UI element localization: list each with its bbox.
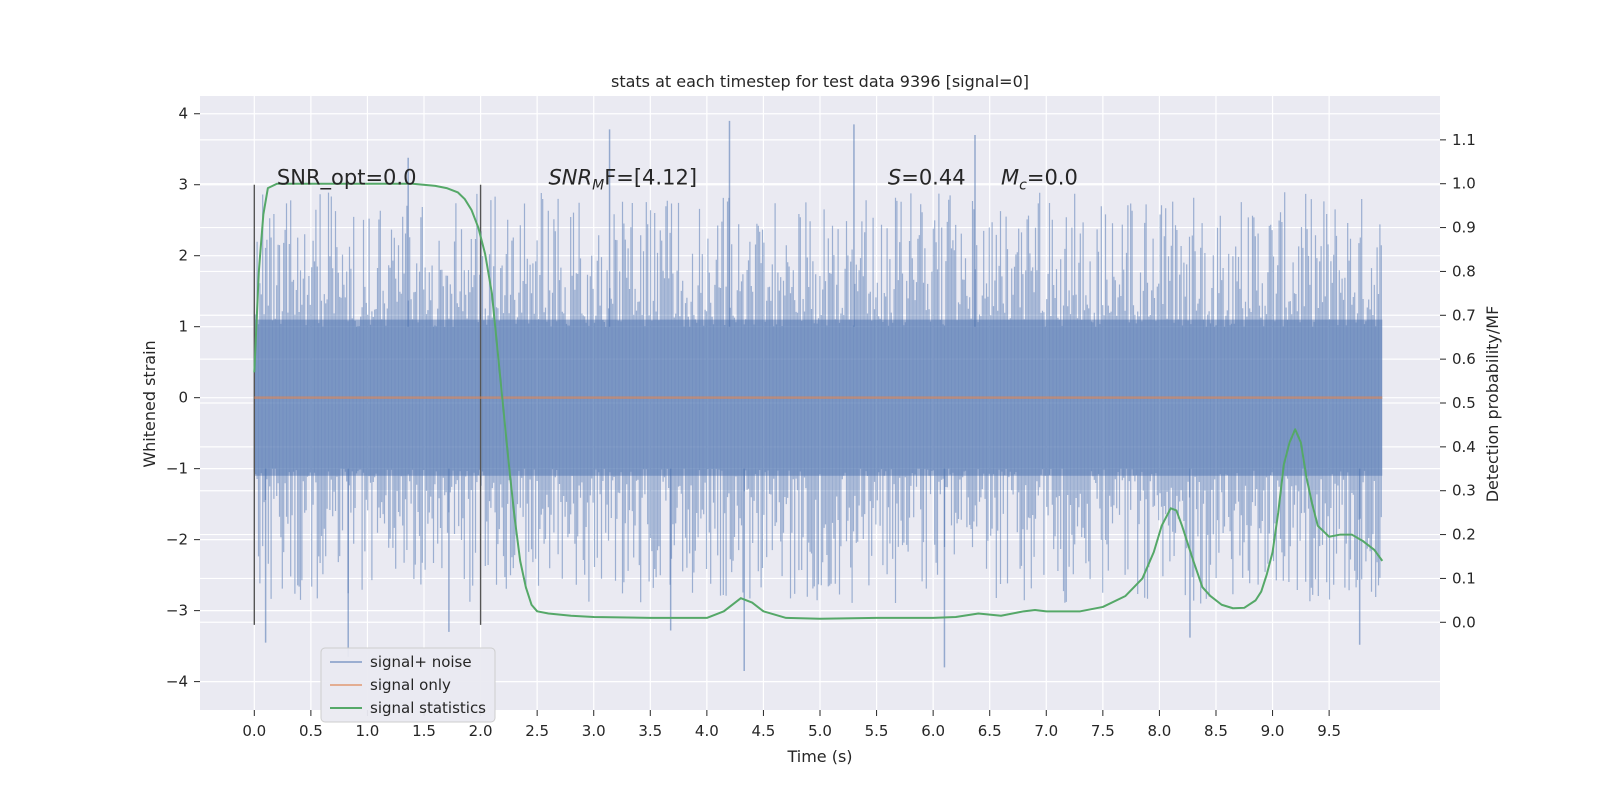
- y2-tick-label: 0.3: [1452, 482, 1476, 500]
- y-axis-label: Whitened strain: [140, 340, 159, 467]
- y-tick-label: 0: [178, 389, 188, 407]
- y2-tick-label: 0.0: [1452, 613, 1476, 631]
- x-tick-label: 9.5: [1317, 722, 1341, 740]
- legend-label-stats: signal statistics: [370, 699, 486, 717]
- x-axis-label: Time (s): [786, 747, 852, 766]
- y-tick-label: 4: [178, 105, 188, 123]
- signal-statistics-trace: [253, 182, 1384, 620]
- x-tick-label: 9.0: [1261, 722, 1285, 740]
- x-tick-label: 0.5: [299, 722, 323, 740]
- y-tick-label: 3: [178, 176, 188, 194]
- annotations: SNR_opt=0.0 SNRMF=[4.12] S=0.44 Mc=0.0: [277, 166, 1078, 194]
- x-tick-label: 2.5: [525, 722, 549, 740]
- signal-statistics-line: [253, 182, 1384, 620]
- x-tick-label: 0.0: [242, 722, 266, 740]
- chart-title: stats at each timestep for test data 939…: [611, 72, 1029, 91]
- legend: signal+ noise signal only signal statist…: [320, 647, 496, 723]
- y2-tick-label: 0.4: [1452, 438, 1476, 456]
- legend-box: [320, 647, 496, 723]
- y2-axis-ticks: 1.1 1.0 0.9 0.8 0.7 0.6 0.5 0.4 0.3 0.2 0.1 0.0: [1440, 131, 1476, 631]
- y-tick-label: 2: [178, 247, 188, 265]
- annotation-1: SNRMF=[4.12]: [548, 166, 697, 194]
- annotation-2: S=0.44: [888, 166, 966, 190]
- legend-label-noise: signal+ noise: [370, 653, 472, 671]
- x-tick-label: 7.5: [1091, 722, 1115, 740]
- vertical-markers: [253, 184, 482, 625]
- x-tick-label: 5.5: [865, 722, 889, 740]
- x-tick-label: 4.5: [752, 722, 776, 740]
- x-axis-ticks: 0.0 0.5 1.0 1.5 2.0 2.5 3.0 3.5 4.0 4.5 5.0 5.5 6.0 6…: [242, 710, 1341, 740]
- y-tick-label: −3: [166, 602, 188, 620]
- annotation-3: Mc=0.0: [1001, 166, 1078, 194]
- y-tick-label: −2: [166, 531, 188, 549]
- y-tick-label: −1: [166, 460, 188, 478]
- x-tick-label: 7.0: [1034, 722, 1058, 740]
- x-tick-label: 5.0: [808, 722, 832, 740]
- y-tick-label: 1: [178, 318, 188, 336]
- y2-axis-label: Detection probability/MF: [1483, 306, 1502, 503]
- y2-tick-label: 0.2: [1452, 526, 1476, 544]
- x-tick-label: 3.0: [582, 722, 606, 740]
- y2-tick-label: 0.5: [1452, 394, 1476, 412]
- x-tick-label: 2.0: [469, 722, 493, 740]
- x-tick-label: 1.0: [356, 722, 380, 740]
- y2-tick-label: 1.1: [1452, 131, 1476, 149]
- y2-tick-label: 0.9: [1452, 219, 1476, 237]
- y2-tick-label: 0.1: [1452, 569, 1476, 587]
- y2-tick-label: 0.8: [1452, 262, 1476, 280]
- x-tick-label: 3.5: [638, 722, 662, 740]
- x-tick-label: 1.5: [412, 722, 436, 740]
- legend-label-signal: signal only: [370, 676, 451, 694]
- annotation-0: SNR_opt=0.0: [277, 166, 417, 191]
- x-tick-label: 6.5: [978, 722, 1002, 740]
- y-axis-ticks: 4 3 2 1 0 −1 −2 −3 −4: [166, 105, 200, 691]
- x-tick-label: 8.0: [1147, 722, 1171, 740]
- y2-tick-label: 1.0: [1452, 175, 1476, 193]
- x-tick-label: 6.0: [921, 722, 945, 740]
- x-tick-label: 4.0: [695, 722, 719, 740]
- y2-tick-label: 0.7: [1452, 306, 1476, 324]
- y2-tick-label: 0.6: [1452, 350, 1476, 368]
- y-tick-label: −4: [166, 673, 188, 691]
- x-tick-label: 8.5: [1204, 722, 1228, 740]
